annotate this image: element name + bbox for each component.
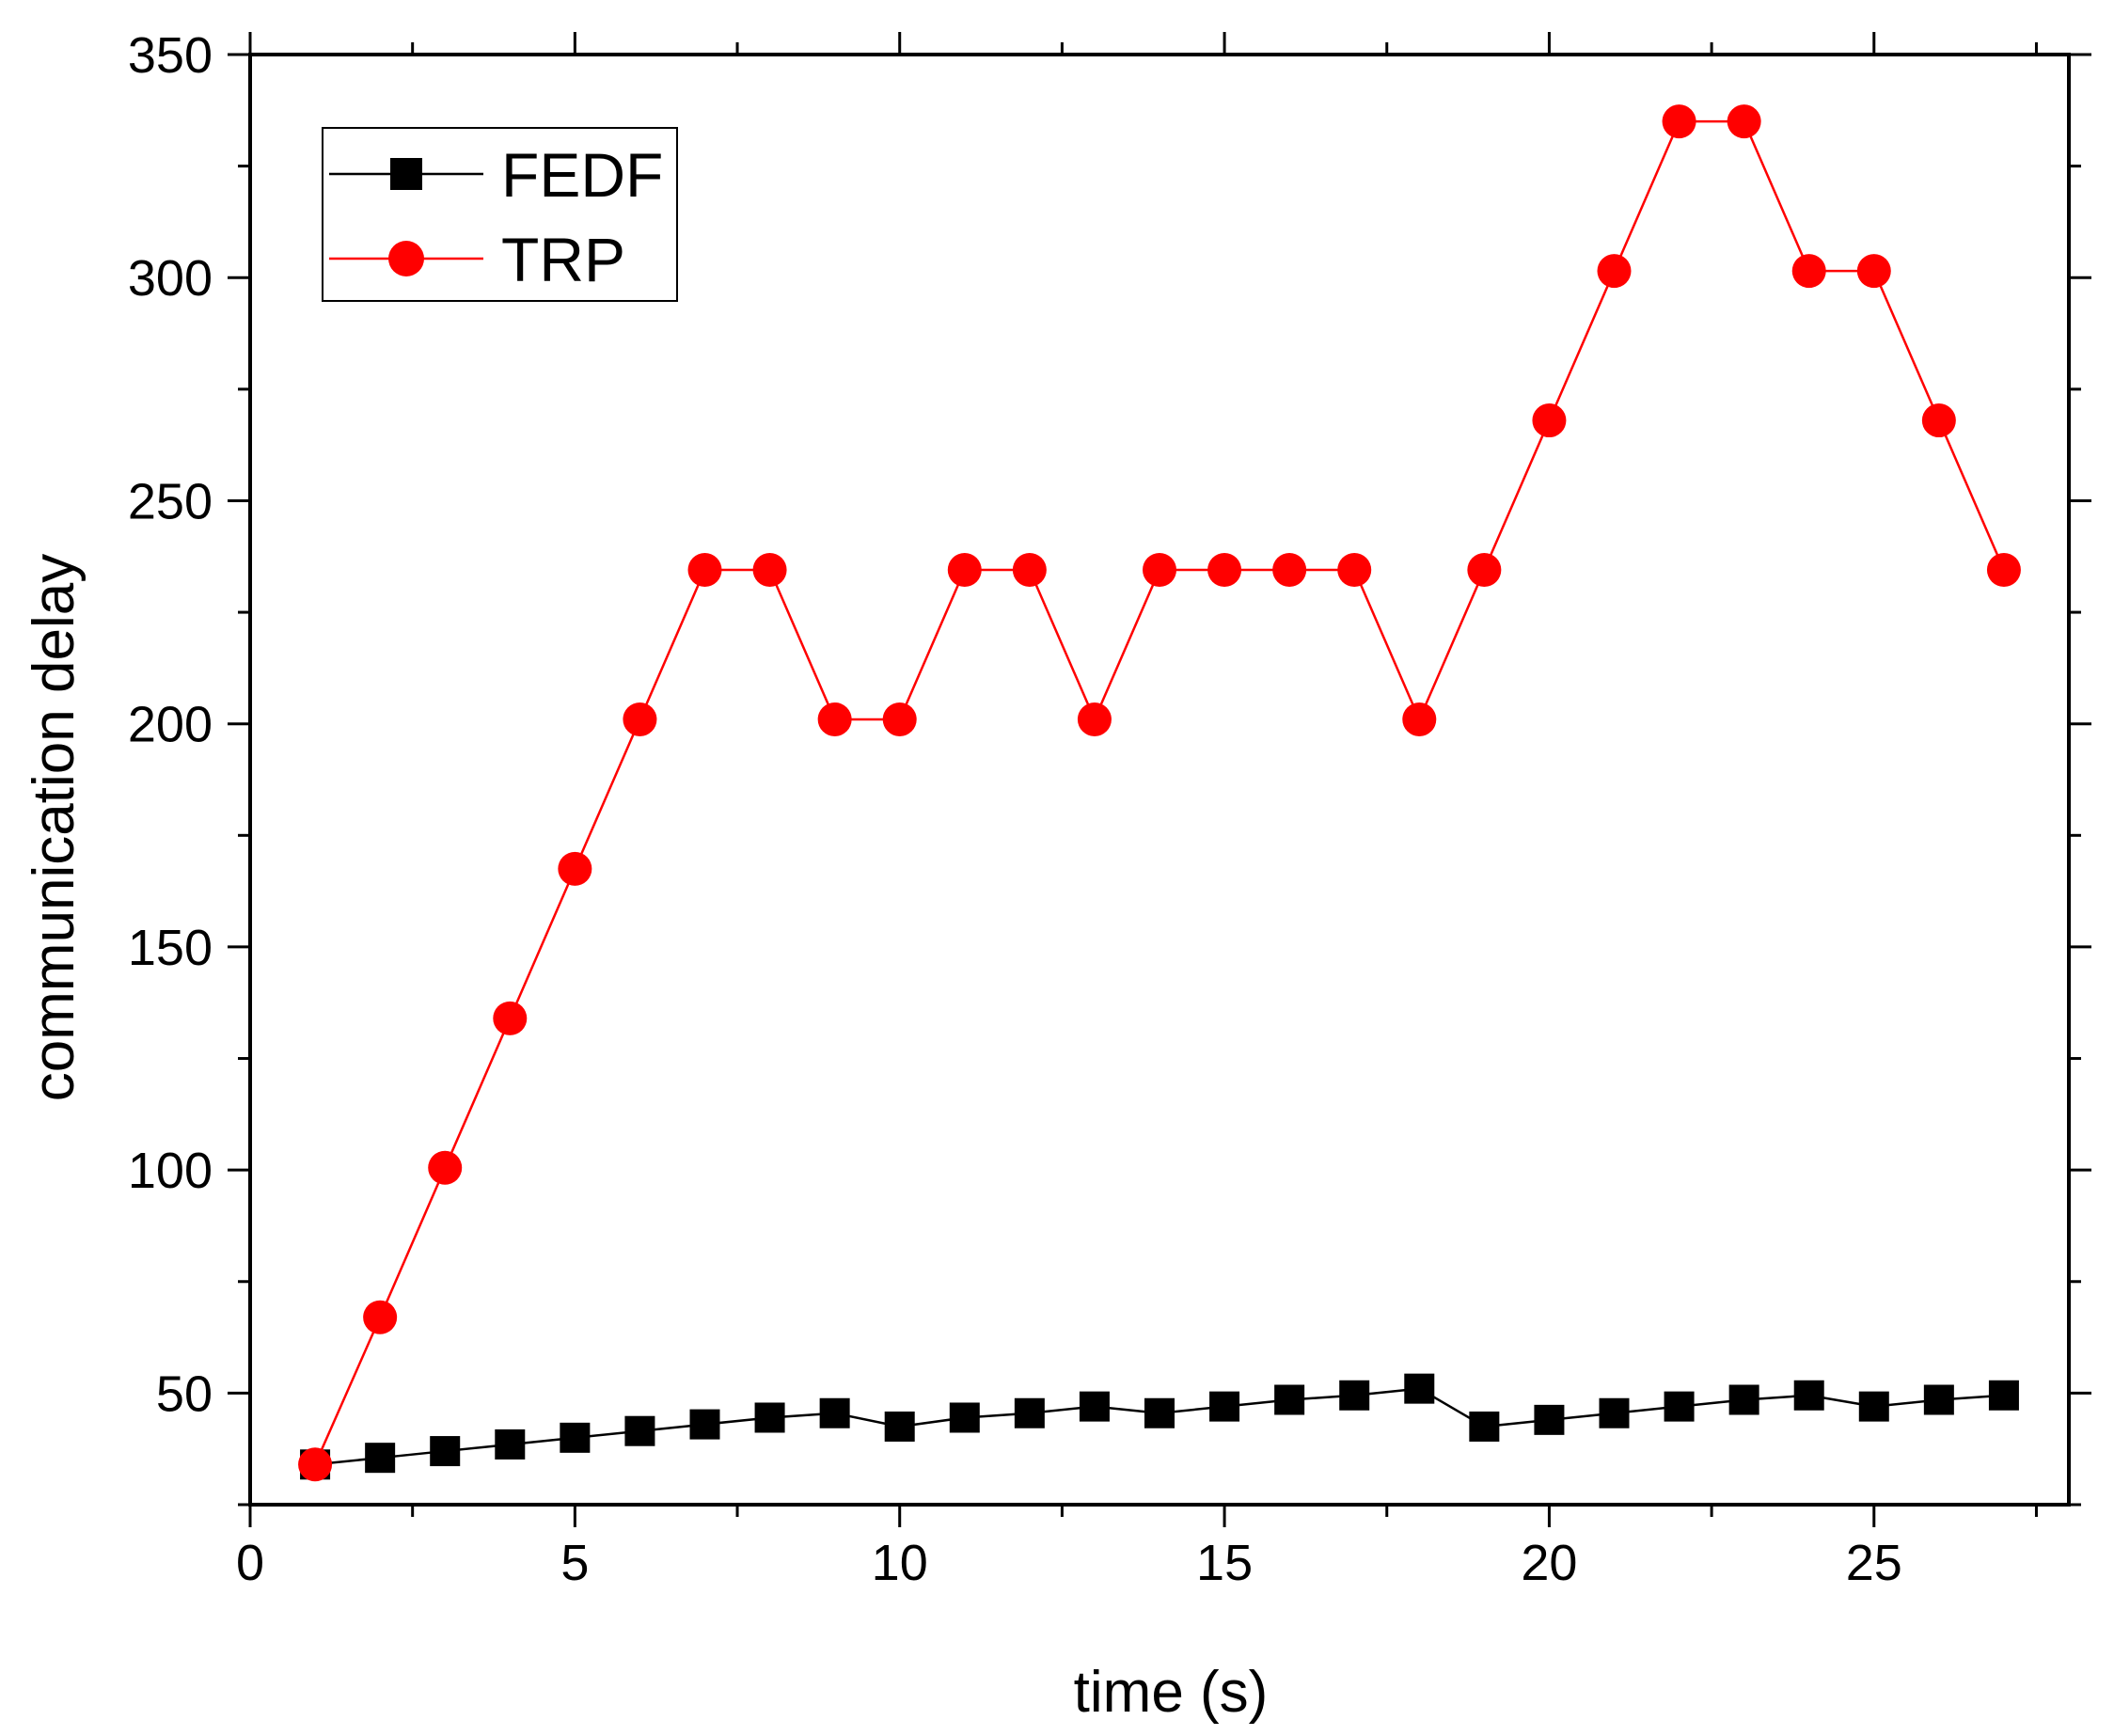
data-point-trp — [1663, 104, 1696, 138]
data-point-trp — [753, 553, 787, 587]
data-point-fedf — [950, 1402, 980, 1432]
data-point-fedf — [430, 1436, 460, 1466]
data-point-trp — [948, 553, 982, 587]
data-point-fedf — [1080, 1392, 1110, 1422]
legend-marker-fedf — [390, 158, 422, 190]
data-point-trp — [428, 1151, 462, 1185]
x-axis-title: time (s) — [1074, 1660, 1269, 1725]
data-point-trp — [1598, 254, 1632, 288]
data-point-trp — [1272, 553, 1306, 587]
data-point-trp — [1467, 553, 1501, 587]
data-point-trp — [1078, 702, 1112, 736]
data-point-trp — [1143, 553, 1176, 587]
y-tick-label: 50 — [156, 1365, 213, 1422]
x-tick-label: 20 — [1521, 1535, 1577, 1591]
data-point-trp — [1922, 403, 1956, 437]
data-point-fedf — [1600, 1398, 1630, 1428]
data-point-fedf — [560, 1423, 590, 1453]
data-point-fedf — [1209, 1392, 1239, 1422]
data-point-trp — [1792, 254, 1826, 288]
data-point-trp — [1013, 553, 1047, 587]
data-point-trp — [818, 702, 852, 736]
legend: FEDF TRP — [323, 128, 677, 301]
legend-marker-trp — [388, 241, 424, 276]
data-point-fedf — [1794, 1381, 1824, 1411]
y-tick-label: 250 — [128, 473, 213, 529]
y-tick-label: 300 — [128, 250, 213, 307]
data-point-fedf — [1729, 1385, 1759, 1415]
data-point-trp — [1532, 403, 1566, 437]
y-tick-label: 150 — [128, 920, 213, 976]
data-point-trp — [1857, 254, 1891, 288]
data-point-fedf — [1989, 1381, 2019, 1411]
y-tick-label: 350 — [128, 27, 213, 84]
data-point-fedf — [1015, 1398, 1045, 1428]
data-point-fedf — [1664, 1392, 1695, 1422]
data-point-trp — [1727, 104, 1761, 138]
x-tick-label: 15 — [1196, 1535, 1253, 1591]
data-point-fedf — [1339, 1381, 1369, 1411]
data-point-trp — [688, 553, 722, 587]
legend-label-fedf: FEDF — [501, 140, 663, 210]
data-point-trp — [493, 1002, 527, 1035]
data-point-fedf — [690, 1410, 720, 1440]
data-point-fedf — [365, 1443, 395, 1473]
data-point-trp — [1402, 702, 1436, 736]
data-point-trp — [363, 1301, 397, 1334]
data-point-trp — [1337, 553, 1371, 587]
data-point-fedf — [1469, 1412, 1499, 1442]
data-point-trp — [558, 852, 592, 886]
data-point-fedf — [1859, 1392, 1889, 1422]
data-point-trp — [298, 1447, 332, 1481]
line-chart: 0 5 10 15 20 2550100150200250300350 time (s) … — [0, 0, 2114, 1736]
data-point-trp — [883, 702, 917, 736]
data-point-trp — [1987, 553, 2021, 587]
x-tick-label: 10 — [872, 1535, 928, 1591]
data-point-fedf — [1404, 1374, 1434, 1404]
data-point-fedf — [1144, 1398, 1175, 1428]
series-line-trp — [315, 121, 2004, 1464]
y-axis-title: communication delay — [22, 554, 87, 1101]
x-tick-label: 5 — [560, 1535, 589, 1591]
data-point-fedf — [1274, 1385, 1304, 1415]
data-point-fedf — [820, 1398, 850, 1428]
legend-label-trp: TRP — [501, 225, 625, 294]
data-point-fedf — [885, 1412, 915, 1442]
data-point-fedf — [1924, 1385, 1954, 1415]
data-point-fedf — [624, 1416, 655, 1446]
data-point-trp — [1207, 553, 1241, 587]
series-layer — [298, 104, 2021, 1481]
x-tick-label: 0 — [236, 1535, 264, 1591]
y-tick-label: 200 — [128, 697, 213, 753]
data-point-fedf — [755, 1402, 785, 1432]
x-tick-label: 25 — [1846, 1535, 1902, 1591]
data-point-trp — [623, 702, 656, 736]
data-point-fedf — [1534, 1405, 1564, 1435]
data-point-fedf — [495, 1429, 525, 1460]
y-tick-label: 100 — [128, 1143, 213, 1199]
